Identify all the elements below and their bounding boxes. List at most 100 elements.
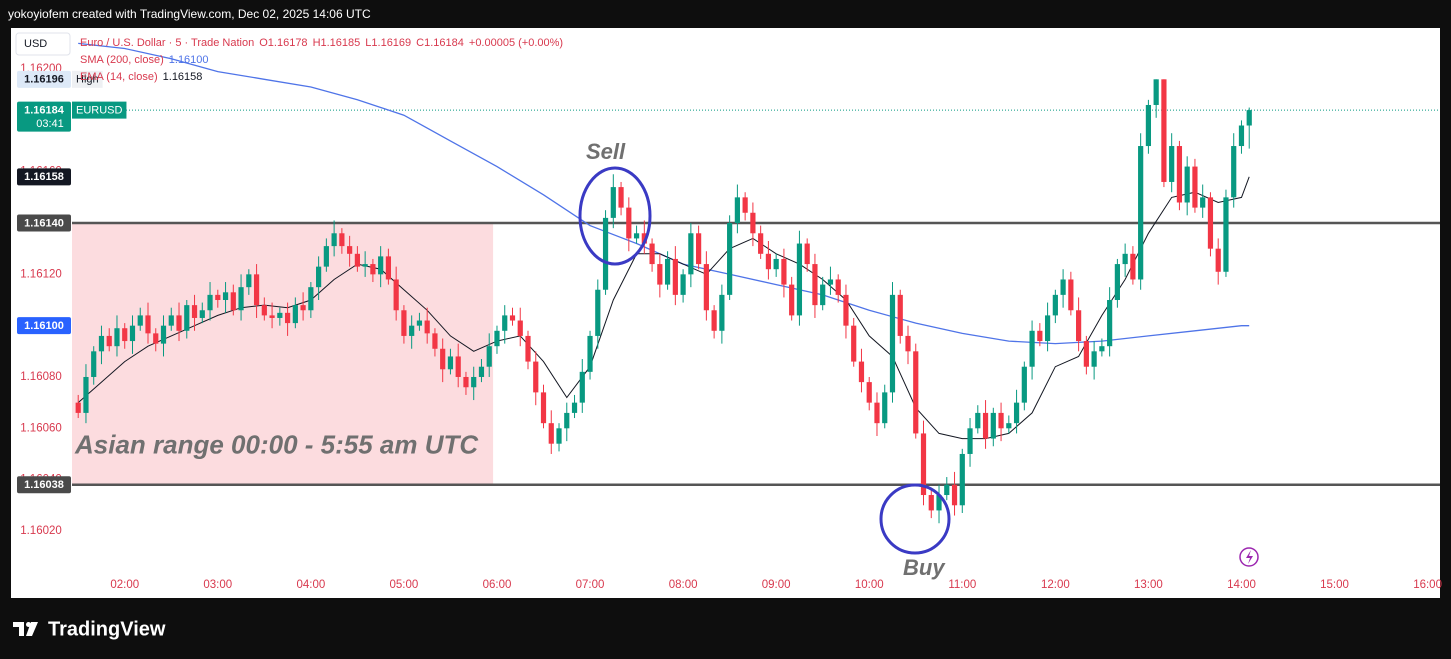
y-tick-label: 1.16060	[20, 422, 62, 434]
candle-body	[866, 382, 872, 403]
candle-body	[1122, 253, 1128, 265]
candle-body	[378, 256, 384, 275]
candle-body	[944, 484, 950, 496]
legend-indicator-name: SMA (200, close)	[80, 54, 164, 66]
candle-body	[362, 264, 368, 267]
candle-body	[874, 402, 880, 424]
candle-body	[641, 233, 647, 244]
indicator-line	[77, 176, 1250, 440]
candle-body	[176, 315, 182, 331]
legend-indicator-name: EMA (14, close)	[80, 71, 158, 83]
candle-body	[261, 305, 267, 316]
candle-body	[191, 305, 198, 318]
price-badge-label: 1.16184	[24, 105, 65, 117]
candle-body	[851, 325, 857, 362]
candle-body	[773, 258, 779, 270]
x-tick-label: 10:00	[855, 579, 884, 591]
candle-body	[564, 412, 570, 429]
x-tick-label: 08:00	[669, 579, 698, 591]
candle-body	[827, 279, 834, 285]
price-badge-tag-box	[72, 70, 103, 88]
candle-body	[1083, 341, 1089, 367]
zone-label: Asian range 00:00 - 5:55 am UTC	[74, 430, 479, 460]
x-tick-label: 07:00	[576, 579, 605, 591]
candle-body	[789, 284, 795, 316]
legend-ohlc: H1.16185	[313, 37, 361, 49]
price-badge-label: 1.16158	[24, 171, 64, 183]
candle-body	[951, 484, 958, 506]
candle-body	[160, 325, 167, 344]
candle-body	[1215, 248, 1221, 272]
legend-indicator-value: 1.16100	[169, 54, 209, 66]
candle-body	[331, 233, 337, 247]
candle-body	[347, 246, 353, 254]
candle-body	[758, 233, 764, 254]
candle-body	[300, 305, 306, 311]
legend-title: Euro / U.S. Dollar · 5 · Trade Nation	[80, 37, 254, 49]
candle-body	[525, 335, 531, 362]
logo-part	[13, 622, 24, 636]
candle-body	[703, 264, 709, 311]
candle-body	[416, 320, 423, 326]
legend-ohlc: +0.00005 (+0.00%)	[469, 37, 563, 49]
y-tick-label: 1.16020	[20, 525, 62, 537]
y-tick-label: 1.16120	[20, 268, 62, 280]
candle-body	[409, 325, 415, 336]
candle-body	[440, 348, 446, 370]
candle-body	[664, 258, 671, 285]
candle-body	[835, 279, 841, 295]
candle-body	[1192, 166, 1198, 208]
candle-body	[820, 284, 826, 306]
candle-body	[727, 223, 733, 295]
candle-body	[1114, 264, 1120, 300]
candle-body	[316, 266, 322, 288]
buy-circle	[879, 483, 951, 555]
candle-body	[1029, 330, 1035, 367]
candle-body	[742, 197, 748, 213]
candle-body	[649, 243, 655, 265]
candle-body	[1099, 346, 1105, 352]
candle-body	[765, 253, 772, 270]
candle-body	[905, 335, 911, 352]
price-badge-sub: 03:41	[36, 118, 64, 130]
candle-body	[83, 376, 89, 413]
candle-body	[1161, 79, 1167, 182]
candle-body	[897, 294, 903, 336]
x-tick-label: 06:00	[483, 579, 512, 591]
candle-body	[696, 233, 702, 265]
brand-name: TradingView	[48, 618, 166, 640]
candle-body	[75, 402, 81, 413]
candle-body	[571, 402, 578, 413]
candle-body	[998, 412, 1004, 429]
candle-body	[711, 310, 717, 331]
candle-body	[1145, 104, 1152, 147]
candle-body	[967, 428, 973, 454]
price-badge	[17, 317, 71, 335]
candle-body	[91, 351, 97, 377]
annotation: Sell	[586, 139, 626, 164]
candle-body	[401, 310, 407, 336]
candle-body	[230, 292, 236, 311]
candle-body	[1037, 330, 1043, 342]
candle-body	[1238, 125, 1245, 147]
candle-body	[1091, 351, 1097, 367]
candle-body	[432, 333, 438, 349]
alert-icon	[1239, 547, 1259, 567]
candle-body	[122, 328, 128, 342]
candle-body	[114, 328, 120, 347]
candle-body	[610, 187, 616, 218]
header-text: yokoyiofem created with TradingView.com,…	[8, 7, 371, 21]
candle-body	[928, 495, 934, 511]
candle-body	[455, 356, 461, 377]
price-badge-tag-box	[72, 101, 127, 119]
candle-body	[517, 320, 523, 336]
candle-body	[447, 356, 454, 370]
price-badge-label: 1.16196	[24, 74, 64, 86]
price-badge-tag: EURUSD	[76, 105, 123, 117]
legend-indicator-value: 1.16158	[163, 71, 203, 83]
candle-body	[889, 294, 896, 393]
candle-body	[672, 258, 678, 295]
sell-circle	[578, 166, 652, 266]
